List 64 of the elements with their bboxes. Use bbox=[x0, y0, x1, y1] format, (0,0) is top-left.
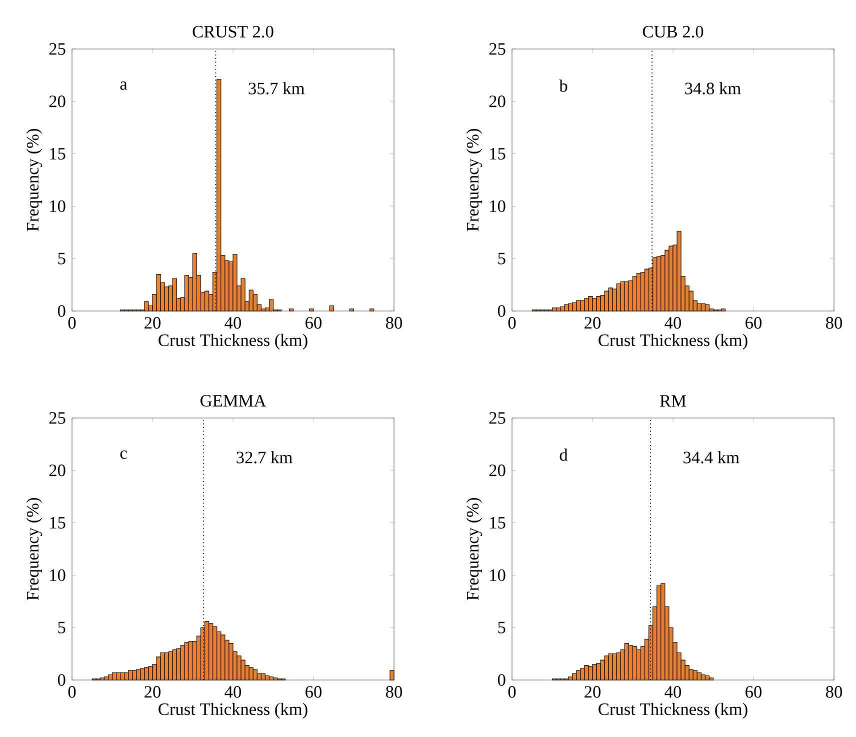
x-tick-label: 80 bbox=[386, 317, 402, 329]
chart-title: CUB 2.0 bbox=[642, 26, 704, 38]
y-axis-title: Frequency (%) bbox=[466, 129, 482, 232]
x-axis-title: Crust Thickness (km) bbox=[158, 702, 308, 719]
y-tick-label: 10 bbox=[50, 200, 66, 212]
ref-line-label: 34.4 km bbox=[684, 451, 740, 464]
y-tick-label: 0 bbox=[58, 674, 66, 686]
annotation: b bbox=[559, 80, 568, 92]
x-tick-label: 0 bbox=[508, 317, 516, 329]
y-tick-label: 5 bbox=[58, 252, 66, 264]
x-tick-label: 20 bbox=[584, 686, 601, 698]
annotation: a bbox=[120, 82, 128, 90]
y-tick-label: 25 bbox=[489, 43, 506, 55]
y-tick-label: 25 bbox=[49, 43, 66, 55]
y-tick-label: 5 bbox=[498, 252, 506, 264]
y-tick-label: 0 bbox=[58, 305, 66, 317]
y-tick-label: 15 bbox=[50, 516, 66, 529]
y-tick-label: 20 bbox=[489, 96, 506, 108]
x-tick-label: 60 bbox=[306, 317, 322, 329]
x-tick-label: 20 bbox=[144, 317, 161, 329]
x-tick-label: 0 bbox=[68, 317, 76, 329]
x-tick-label: 80 bbox=[826, 686, 842, 698]
chart-title: GEMMA bbox=[200, 394, 266, 407]
annotation: d bbox=[560, 448, 568, 461]
x-axis-title: Crust Thickness (km) bbox=[158, 334, 308, 350]
ref-line-label: 35.7 km bbox=[248, 82, 305, 94]
y-tick-label: 25 bbox=[49, 412, 66, 424]
x-tick-label: 40 bbox=[224, 686, 242, 698]
y-tick-label: 20 bbox=[489, 464, 506, 476]
ref-line-label: 32.7 km bbox=[236, 451, 292, 464]
y-tick-label: 10 bbox=[50, 569, 66, 582]
y-tick-label: 5 bbox=[58, 622, 66, 634]
annotation: c bbox=[120, 450, 127, 459]
x-tick-label: 60 bbox=[746, 686, 762, 698]
y-tick-label: 15 bbox=[50, 148, 66, 160]
x-tick-label: 60 bbox=[306, 686, 322, 698]
x-tick-label: 40 bbox=[664, 317, 682, 329]
chart-title: RM bbox=[660, 395, 686, 407]
y-axis-title: Frequency (%) bbox=[466, 498, 482, 600]
chart-title: CRUST 2.0 bbox=[192, 26, 274, 38]
y-tick-label: 15 bbox=[490, 148, 506, 160]
x-axis-title: Crust Thickness (km) bbox=[598, 702, 748, 719]
y-tick-label: 20 bbox=[49, 464, 66, 476]
y-tick-label: 0 bbox=[498, 305, 506, 317]
y-tick-label: 10 bbox=[490, 200, 506, 212]
x-tick-label: 20 bbox=[144, 686, 161, 698]
x-tick-label: 60 bbox=[746, 317, 762, 329]
y-tick-label: 10 bbox=[490, 569, 506, 582]
y-tick-label: 5 bbox=[498, 622, 506, 634]
x-tick-label: 20 bbox=[584, 317, 601, 329]
x-tick-label: 80 bbox=[826, 317, 842, 329]
x-tick-label: 80 bbox=[386, 686, 402, 698]
y-tick-label: 0 bbox=[498, 674, 506, 686]
x-axis-title: Crust Thickness (km) bbox=[598, 334, 748, 350]
x-tick-label: 40 bbox=[224, 317, 242, 329]
x-tick-label: 40 bbox=[664, 686, 682, 698]
y-axis-title: Frequency (%) bbox=[26, 498, 42, 600]
y-axis-title: Frequency (%) bbox=[26, 129, 42, 232]
ref-line-label: 34.8 km bbox=[685, 82, 741, 94]
y-tick-label: 25 bbox=[489, 412, 506, 424]
x-tick-label: 0 bbox=[508, 686, 516, 698]
y-tick-label: 20 bbox=[49, 96, 66, 108]
y-tick-label: 15 bbox=[490, 516, 506, 529]
x-tick-label: 0 bbox=[68, 686, 76, 698]
